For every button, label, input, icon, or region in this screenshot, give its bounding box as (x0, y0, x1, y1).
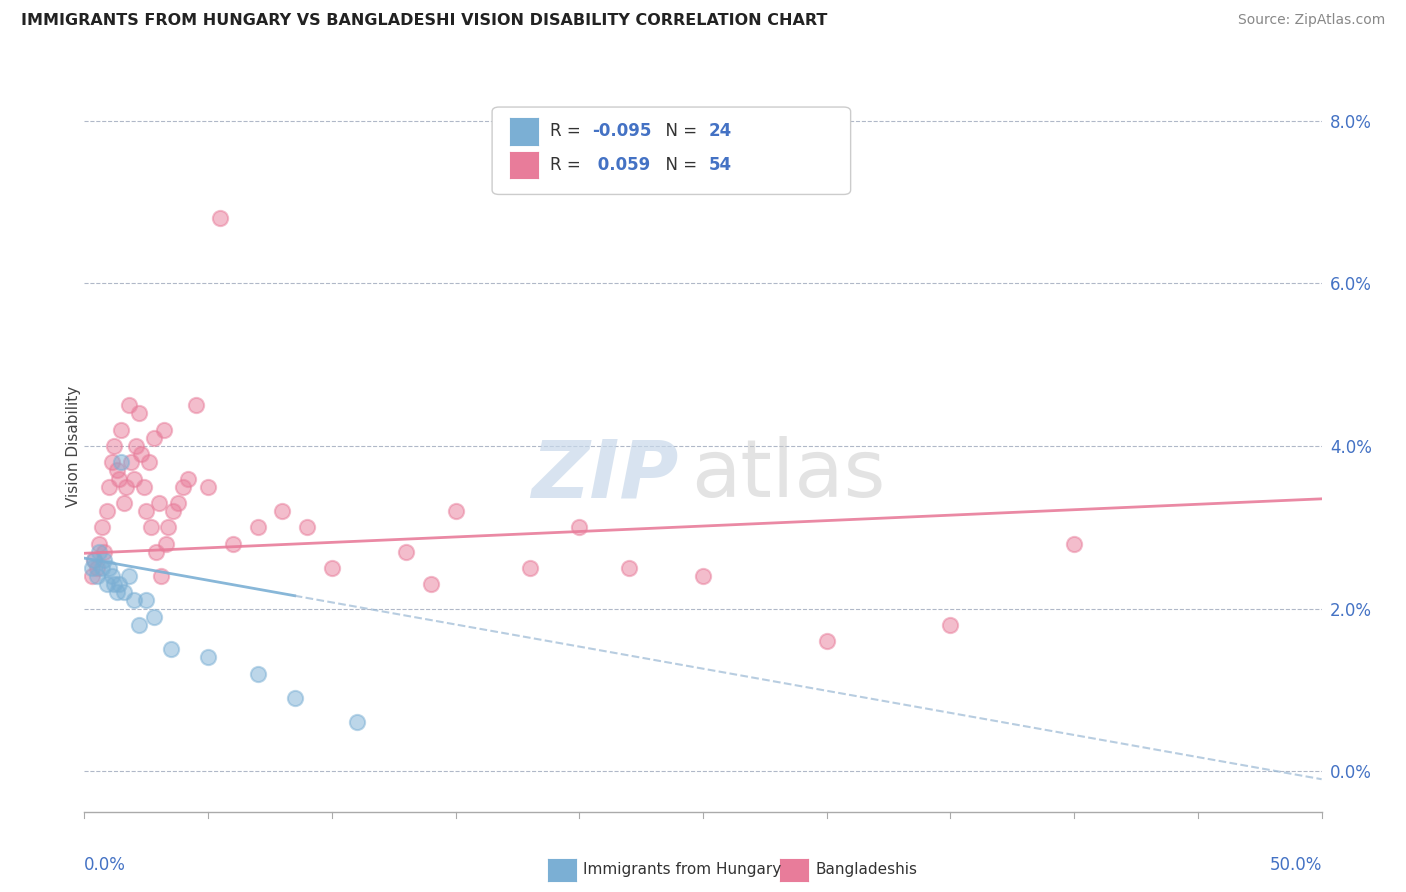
Point (157, 520, 180, 534)
Point (1063, 536, 1085, 550)
Point (815, 634, 838, 648)
Point (112, 585, 135, 599)
Text: 0.0%: 0.0% (84, 856, 127, 874)
Point (120, 455, 142, 469)
Point (150, 569, 173, 583)
Text: -0.095: -0.095 (592, 122, 651, 140)
Point (271, 504, 294, 518)
Point (152, 423, 174, 437)
Point (160, 642, 183, 657)
Text: Bangladeshis: Bangladeshis (815, 863, 918, 877)
Y-axis label: Vision Disability: Vision Disability (66, 385, 80, 507)
Point (100, 569, 122, 583)
Point (617, 561, 640, 575)
Point (103, 577, 125, 591)
Point (246, 520, 269, 534)
Point (128, 617, 150, 632)
Text: Immigrants from Hungary: Immigrants from Hungary (583, 863, 782, 877)
Point (209, 211, 232, 226)
Point (284, 690, 307, 705)
Point (197, 480, 219, 494)
Text: atlas: atlas (690, 436, 884, 515)
Point (939, 617, 962, 632)
Text: ZIP: ZIP (531, 436, 678, 515)
Point (110, 455, 132, 469)
Point (122, 593, 145, 607)
Point (93, 544, 115, 558)
Point (295, 520, 318, 534)
Point (90, 520, 112, 534)
Point (89, 544, 111, 558)
Text: R =: R = (550, 156, 586, 174)
Point (167, 496, 190, 510)
Point (98, 561, 121, 575)
Point (419, 577, 441, 591)
Point (118, 569, 141, 583)
Point (80, 561, 103, 575)
Point (90, 561, 112, 575)
Point (141, 520, 163, 534)
Point (246, 666, 269, 681)
Text: Source: ZipAtlas.com: Source: ZipAtlas.com (1237, 13, 1385, 28)
Point (128, 407, 150, 421)
Point (108, 471, 131, 485)
Point (86, 569, 108, 583)
Point (96, 577, 118, 591)
Point (96, 504, 118, 518)
Point (83, 553, 105, 567)
Point (172, 480, 194, 494)
Point (321, 561, 343, 575)
Point (129, 447, 152, 461)
Point (103, 439, 125, 453)
Point (110, 423, 132, 437)
Point (142, 609, 165, 624)
Point (519, 561, 541, 575)
Point (142, 431, 165, 445)
Point (122, 471, 145, 485)
Point (125, 439, 148, 453)
Point (83, 553, 105, 567)
Point (105, 463, 128, 477)
Point (162, 504, 184, 518)
Point (135, 504, 157, 518)
Point (568, 520, 591, 534)
Point (112, 496, 135, 510)
Point (80, 569, 103, 583)
Point (346, 715, 368, 730)
Point (395, 544, 418, 558)
Text: 50.0%: 50.0% (1270, 856, 1322, 874)
Text: N =: N = (655, 156, 703, 174)
Text: 54: 54 (709, 156, 731, 174)
Text: 24: 24 (709, 122, 733, 140)
Point (135, 593, 157, 607)
Point (148, 496, 170, 510)
Text: 0.059: 0.059 (592, 156, 650, 174)
Text: IMMIGRANTS FROM HUNGARY VS BANGLADESHI VISION DISABILITY CORRELATION CHART: IMMIGRANTS FROM HUNGARY VS BANGLADESHI V… (21, 13, 828, 29)
Point (155, 536, 177, 550)
Point (100, 455, 122, 469)
Point (444, 504, 467, 518)
Point (197, 650, 219, 665)
Point (98, 480, 121, 494)
Point (177, 471, 200, 485)
Point (105, 585, 128, 599)
Point (145, 544, 167, 558)
Point (93, 553, 115, 567)
Text: R =: R = (550, 122, 586, 140)
Point (222, 536, 245, 550)
Point (692, 569, 714, 583)
Point (115, 480, 138, 494)
Point (138, 455, 160, 469)
Point (86, 561, 108, 575)
Point (118, 398, 141, 412)
Point (184, 398, 207, 412)
Point (108, 577, 131, 591)
Text: N =: N = (655, 122, 703, 140)
Point (132, 480, 155, 494)
Point (89, 536, 111, 550)
